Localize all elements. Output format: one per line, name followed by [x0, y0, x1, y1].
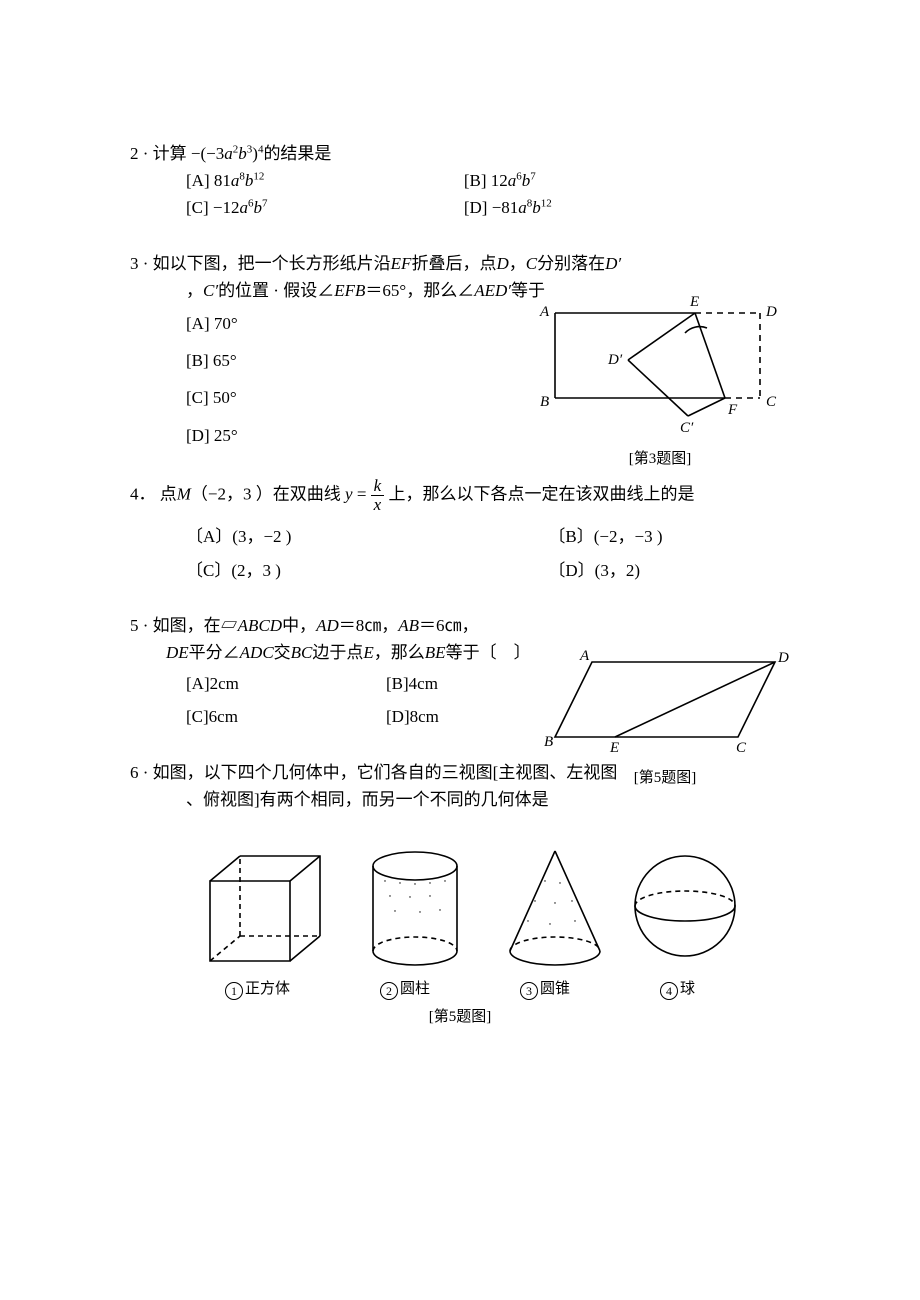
q3-lbl-A: A: [539, 304, 550, 320]
q5-lbl-B: B: [544, 734, 553, 750]
q3-number: 3 ·: [130, 254, 148, 273]
q6-stem-line1: 6 · 如图，以下四个几何体中，它们各自的三视图[主视图、左视图: [130, 759, 790, 786]
question-2: 2 · 计算 −(−3a2b3)4的结果是 [A] 81a8b12 [B] 12…: [130, 140, 790, 222]
q3-lbl-D: D: [765, 304, 777, 320]
q6-label-4: 4球: [660, 977, 695, 1001]
q3-fig-caption: [第3题图]: [530, 447, 790, 471]
question-6: 6 · 如图，以下四个几何体中，它们各自的三视图[主视图、左视图 、俯视图]有两…: [130, 759, 790, 1029]
q5-lbl-C: C: [736, 740, 747, 756]
q5-opt-a: [A]2cm: [186, 670, 386, 697]
q3-lbl-Dp: D′: [607, 352, 623, 368]
q5-opt-c: [C]6cm: [186, 703, 386, 730]
q3-lbl-E: E: [689, 294, 699, 310]
q6-number: 6 ·: [130, 763, 148, 782]
q3-figure: A B C D E F C′ D′ [第3题图]: [530, 288, 790, 471]
q5-lbl-D: D: [777, 650, 789, 666]
q2-opt-a: [A] 81a8b12: [186, 167, 464, 194]
q5-stem-line1: 5 · 如图，在▱ABCD中，AD＝8㎝，AB＝6㎝，: [130, 612, 790, 639]
q4-opt-a: 〔A〕(3，−2 ): [186, 523, 548, 550]
q6-svg: [180, 831, 740, 971]
q2-number: 2 ·: [130, 144, 148, 163]
q6-fig-caption: [第5题图]: [180, 1005, 740, 1029]
q5-number: 5 ·: [130, 616, 148, 635]
q4-opt-c: 〔C〕(2，3 ): [186, 557, 548, 584]
question-5: A D B C E [第5题图] 5 · 如图，在▱ABCD中，AD＝8㎝，AB…: [130, 612, 790, 731]
q4-stem: 4． 点M（−2，3 ）在双曲线 y = kx 上，那么以下各点一定在该双曲线上…: [130, 477, 790, 514]
q3-stem: 3 · 如以下图，把一个长方形纸片沿EF折叠后，点D，C分别落在D′: [130, 250, 790, 277]
q5-lbl-E: E: [609, 740, 619, 756]
q3-lbl-B: B: [540, 394, 549, 410]
q3-svg: A B C D E F C′ D′: [530, 288, 790, 443]
q6-label-3: 3圆锥: [520, 977, 570, 1001]
question-3: A B C D E F C′ D′ [第3题图] 3 · 如以下图，把一个长方形…: [130, 250, 790, 449]
q6-label-1: 1正方体: [225, 977, 290, 1001]
q6-label-2: 2圆柱: [380, 977, 430, 1001]
q2-opt-c: [C] −12a6b7: [186, 194, 464, 221]
q3-lbl-C: C: [766, 394, 777, 410]
q5-lbl-A: A: [579, 648, 590, 664]
q4-opt-b: 〔B〕(−2，−3 ): [548, 523, 790, 550]
q5-opt-b: [B]4cm: [386, 670, 438, 697]
q2-stem: 2 · 计算 −(−3a2b3)4的结果是: [130, 140, 790, 167]
q5-opt-d: [D]8cm: [386, 703, 439, 730]
q5-svg: A D B C E: [540, 642, 790, 762]
question-4: 4． 点M（−2，3 ）在双曲线 y = kx 上，那么以下各点一定在该双曲线上…: [130, 477, 790, 584]
q2-opt-d: [D] −81a8b12: [464, 194, 790, 221]
q3-lbl-F: F: [727, 402, 738, 418]
q2-opt-b: [B] 12a6b7: [464, 167, 790, 194]
q6-stem-line2: 、俯视图]有两个相同，而另一个不同的几何体是: [130, 786, 790, 813]
q3-lbl-Cp: C′: [680, 420, 694, 436]
q4-number: 4．: [130, 484, 156, 503]
q4-opt-d: 〔D〕(3，2): [548, 557, 790, 584]
q6-figure: 1正方体 2圆柱 3圆锥 4球 [第5题图]: [180, 831, 740, 1029]
